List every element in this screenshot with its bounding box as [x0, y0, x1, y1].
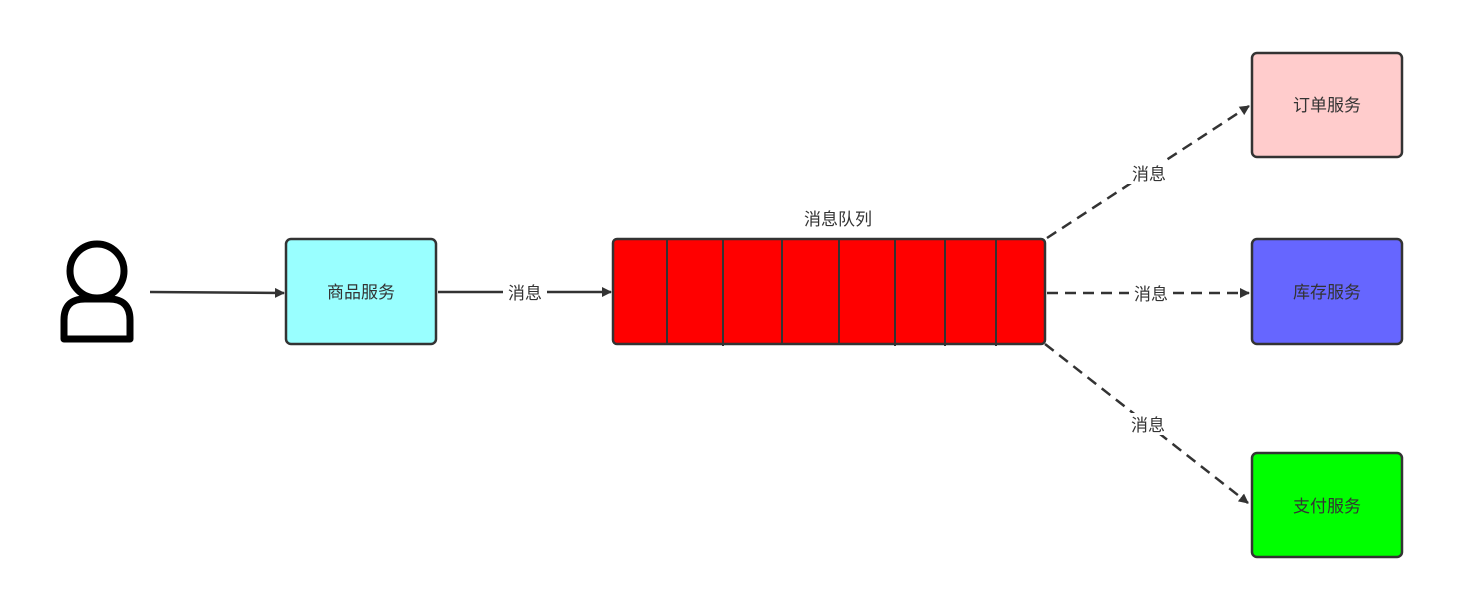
edge-user-to-product	[149, 287, 285, 298]
product-service-node: 商品服务	[284, 237, 438, 346]
payment-service-label: 支付服务	[1293, 497, 1361, 517]
edge-queue-to-stock-label: 消息	[1134, 285, 1168, 305]
edge-queue-to-order	[1046, 104, 1250, 240]
product-service-box	[284, 237, 438, 346]
user-icon	[60, 240, 134, 343]
message-queue	[611, 237, 1047, 346]
queue-body	[611, 237, 1047, 346]
edge-queue-to-order-label: 消息	[1132, 165, 1166, 185]
edge-label-bg	[503, 281, 547, 303]
product-service-label: 商品服务	[327, 283, 395, 303]
edge-queue-to-payment-label: 消息	[1131, 416, 1165, 436]
stock-service-box	[1250, 237, 1404, 346]
stock-service-node: 库存服务	[1250, 237, 1404, 346]
payment-service-node: 支付服务	[1250, 451, 1404, 559]
edge-label-bg	[1127, 162, 1171, 184]
order-service-box	[1250, 51, 1404, 159]
edge-label-bg	[1126, 413, 1170, 435]
edge-label-bg	[1129, 282, 1173, 304]
queue-title: 消息队列	[804, 210, 872, 230]
order-service-node: 订单服务	[1250, 51, 1404, 159]
order-service-label: 订单服务	[1293, 96, 1361, 116]
payment-service-box	[1250, 451, 1404, 559]
edge-product-to-queue-label: 消息	[508, 284, 542, 304]
stock-service-label: 库存服务	[1293, 283, 1361, 303]
